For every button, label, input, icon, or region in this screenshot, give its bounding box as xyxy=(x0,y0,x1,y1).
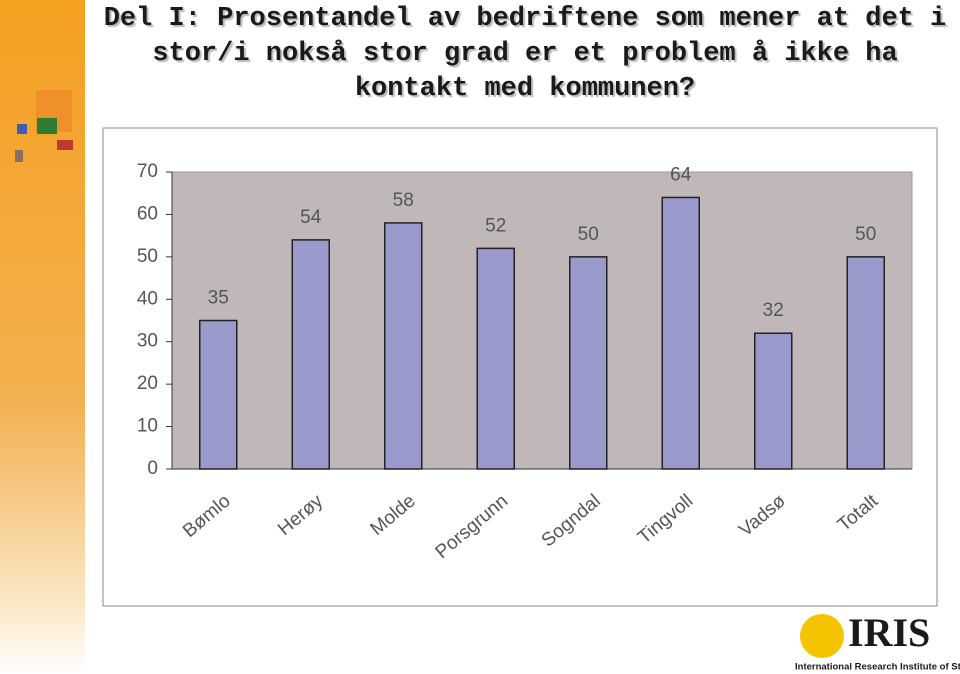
data-label: 50 xyxy=(578,224,599,245)
decor xyxy=(15,150,23,162)
logo-mark xyxy=(800,614,844,658)
slide-title: Del I: Prosentandel av bedriftene som me… xyxy=(103,4,947,104)
y-tick-label: 20 xyxy=(137,373,158,394)
y-tick-label: 10 xyxy=(137,416,158,437)
bar xyxy=(476,247,515,470)
bar xyxy=(384,222,423,470)
data-label: 32 xyxy=(763,300,784,321)
y-tick-label: 30 xyxy=(137,331,158,352)
data-label: 58 xyxy=(393,190,414,211)
data-label: 50 xyxy=(855,224,876,245)
y-tick-label: 50 xyxy=(137,246,158,267)
logo: IRIS International Research Institute of… xyxy=(795,610,960,672)
bar xyxy=(569,256,608,470)
bar xyxy=(291,239,330,470)
data-label: 52 xyxy=(485,215,506,236)
data-label: 64 xyxy=(670,164,692,185)
bar xyxy=(661,196,700,470)
logo-name: IRIS xyxy=(848,610,930,655)
y-tick-label: 70 xyxy=(137,161,158,182)
plot-area xyxy=(171,171,913,470)
y-tick-label: 40 xyxy=(137,288,158,309)
data-label: 35 xyxy=(208,288,229,309)
y-tick-label: 60 xyxy=(137,203,158,224)
logo-subtitle: International Research Institute of Stav… xyxy=(795,662,960,673)
decor xyxy=(37,118,57,134)
data-label: 54 xyxy=(300,207,322,228)
decor xyxy=(57,140,73,150)
bar xyxy=(199,319,238,470)
bar xyxy=(754,332,793,470)
decor xyxy=(17,124,27,134)
bar xyxy=(846,256,885,470)
y-tick-label: 0 xyxy=(147,458,158,479)
